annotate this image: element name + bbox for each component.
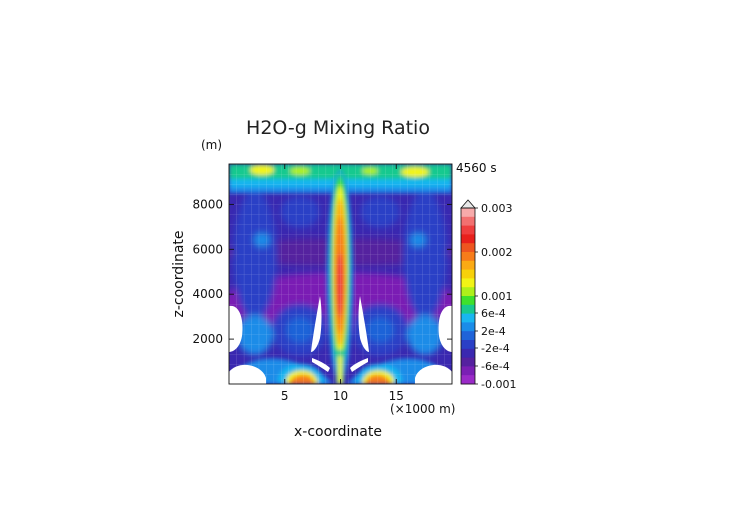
x-axis-label: x-coordinate <box>294 424 382 440</box>
colorbar-label: 0.001 <box>481 290 513 303</box>
colorbar-swatch <box>461 278 475 288</box>
y-axis-label: z-coordinate <box>171 230 187 317</box>
colorbar-swatch <box>461 252 475 262</box>
colorbar-swatch <box>461 366 475 376</box>
colorbar-swatch <box>461 357 475 367</box>
x-tick-label: 10 <box>333 389 348 403</box>
y-tick-label: 6000 <box>192 242 223 256</box>
time-label: 4560 s <box>456 161 497 175</box>
heatmap-field <box>229 164 452 384</box>
colorbar-swatch <box>461 287 475 297</box>
colorbar-label: -6e-4 <box>481 360 510 373</box>
colorbar-label: 2e-4 <box>481 325 506 338</box>
colorbar-swatch <box>461 243 475 253</box>
colorbar-swatch <box>461 208 475 218</box>
colorbar-label: 0.003 <box>481 202 513 215</box>
y-tick-label: 8000 <box>192 197 223 211</box>
colorbar-swatch <box>461 296 475 306</box>
colorbar-swatch <box>461 322 475 332</box>
colorbar-swatch <box>461 331 475 341</box>
colorbar-swatch <box>461 348 475 358</box>
colorbar-swatch <box>461 269 475 279</box>
colorbar-label: -0.001 <box>481 378 516 391</box>
colorbar-label: 0.002 <box>481 246 513 259</box>
colorbar-swatch <box>461 225 475 235</box>
colorbar-swatch <box>461 234 475 244</box>
colorbar-extend-arrow <box>460 199 476 209</box>
colorbar-swatch <box>461 216 475 226</box>
y-unit-label: (m) <box>201 138 222 152</box>
x-axis: 5 10 15 <box>281 164 404 403</box>
colorbar-swatch <box>461 313 475 323</box>
colorbar-swatch <box>461 304 475 314</box>
colorbar-swatch <box>461 260 475 270</box>
x-tick-label: 5 <box>281 389 289 403</box>
x-unit-label: (×1000 m) <box>390 402 455 416</box>
y-tick-label: 4000 <box>192 287 223 301</box>
y-axis: 2000 4000 6000 8000 <box>192 197 452 346</box>
colorbar-label: 6e-4 <box>481 307 506 320</box>
x-tick-label: 15 <box>389 389 404 403</box>
colorbar-label: -2e-4 <box>481 342 510 355</box>
colorbar: 0.003 0.002 0.001 6e-4 2e-4 -2e-4 -6e-4 -0.001 <box>460 199 516 391</box>
chart-title: H2O-g Mixing Ratio <box>246 117 430 139</box>
colorbar-swatch <box>461 340 475 350</box>
y-tick-label: 2000 <box>192 332 223 346</box>
colorbar-swatch <box>461 375 475 385</box>
